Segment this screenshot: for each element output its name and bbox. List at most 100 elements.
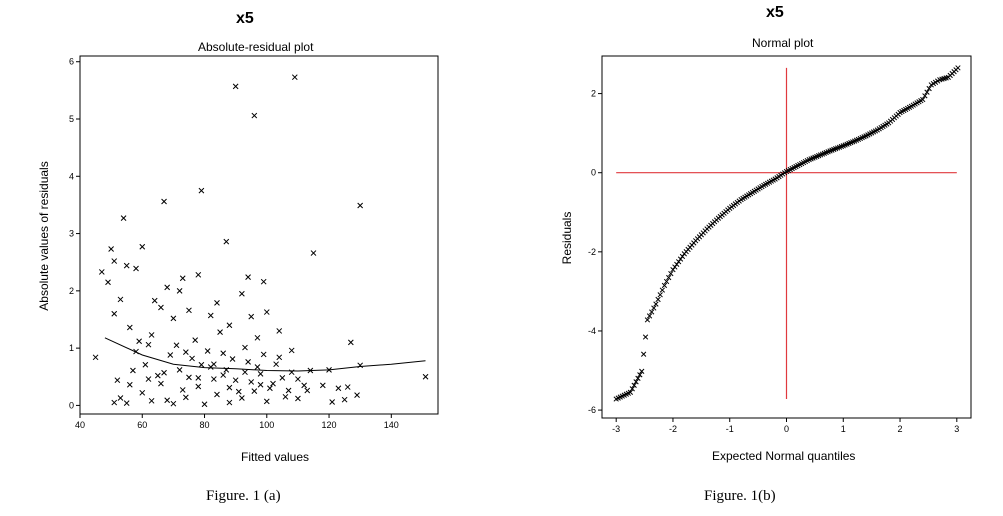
data-point — [653, 301, 659, 307]
data-point — [123, 400, 130, 406]
x-tick-label: -1 — [726, 424, 734, 434]
data-point — [92, 354, 99, 361]
data-point — [651, 305, 657, 311]
data-point — [226, 399, 233, 406]
data-point — [198, 361, 205, 368]
x-tick-label: 120 — [322, 420, 337, 430]
data-point — [229, 356, 236, 362]
x-tick-label: 0 — [784, 424, 789, 434]
data-point — [192, 337, 199, 343]
data-point — [239, 290, 245, 297]
data-point — [635, 375, 641, 381]
data-point — [661, 282, 668, 289]
data-point — [263, 398, 270, 405]
data-point — [179, 387, 186, 393]
normal-plot: -3 -2 -1 0 1 2 3 -6 -4 -2 0 2 — [588, 55, 972, 434]
data-point — [201, 401, 208, 408]
data-point — [245, 274, 251, 280]
absolute-residual-plot: 40 60 80 100 120 140 0 1 2 3 4 5 6 — [69, 55, 439, 430]
data-point — [655, 296, 661, 303]
x-tick-label: 2 — [898, 424, 903, 434]
data-point — [239, 395, 245, 401]
normal-plot-panel: x5 Normal plot Expected Normal quantiles… — [500, 0, 1003, 516]
data-point — [139, 389, 146, 396]
data-point — [637, 372, 643, 378]
data-point — [260, 278, 267, 285]
data-point — [148, 332, 155, 338]
data-point — [649, 309, 655, 315]
data-point — [955, 65, 961, 71]
data-point — [657, 292, 663, 298]
data-point — [672, 264, 678, 270]
data-point — [633, 379, 639, 385]
x-tick-label: 3 — [954, 424, 959, 434]
data-point — [145, 341, 152, 348]
data-point — [666, 274, 672, 281]
data-point — [663, 278, 670, 285]
data-point — [267, 385, 273, 392]
data-point — [226, 384, 233, 391]
y-tick-label: 2 — [69, 286, 74, 296]
data-point — [251, 112, 258, 119]
y-tick-label: 1 — [69, 343, 74, 353]
data-point — [276, 354, 283, 361]
data-point — [242, 369, 248, 376]
plot-title: Absolute-residual plot — [198, 40, 314, 54]
data-point — [207, 312, 214, 319]
data-point — [270, 380, 276, 387]
data-point — [920, 96, 926, 103]
data-point — [251, 388, 258, 394]
data-point — [629, 386, 635, 392]
plot-title: Normal plot — [752, 36, 814, 50]
data-point — [186, 307, 192, 314]
data-point — [242, 344, 248, 351]
data-point — [232, 377, 239, 384]
data-point — [668, 270, 674, 277]
data-point — [679, 253, 686, 260]
y-tick-label: 3 — [69, 229, 74, 239]
data-point — [344, 384, 351, 390]
x-tick-label: 1 — [841, 424, 846, 434]
data-point — [232, 83, 239, 90]
data-point — [354, 392, 360, 398]
data-point — [273, 361, 279, 368]
data-point — [198, 187, 205, 194]
data-point — [235, 388, 242, 395]
data-point — [310, 250, 317, 256]
data-point — [357, 202, 364, 209]
data-point — [214, 300, 220, 306]
y-tick-label: 4 — [69, 171, 74, 181]
data-point — [195, 383, 202, 390]
lowess-trend-line — [104, 337, 426, 372]
data-point — [158, 380, 164, 387]
data-point — [164, 397, 171, 404]
data-point — [123, 262, 130, 269]
figure-caption: Figure. 1 (a) — [206, 488, 281, 504]
data-point — [347, 339, 354, 346]
data-point — [214, 391, 220, 398]
data-point — [627, 389, 634, 395]
data-point — [117, 296, 124, 303]
data-point — [639, 368, 645, 374]
y-tick-label: 0 — [591, 168, 596, 178]
data-point — [111, 310, 118, 317]
data-point — [211, 376, 217, 382]
var-title: x5 — [766, 4, 784, 21]
data-point — [114, 377, 121, 384]
data-point — [260, 351, 267, 358]
data-point — [263, 309, 270, 315]
data-point — [288, 347, 295, 354]
data-point — [117, 395, 124, 401]
x-tick-label: -2 — [669, 424, 677, 434]
data-point — [646, 313, 653, 319]
data-point — [120, 215, 127, 221]
data-point — [148, 397, 155, 404]
data-point — [675, 259, 682, 265]
data-point — [282, 393, 289, 400]
data-point — [226, 322, 233, 329]
data-point — [111, 399, 118, 406]
data-point — [170, 315, 177, 322]
data-point — [674, 261, 680, 268]
data-point — [158, 304, 164, 311]
data-point — [677, 256, 684, 262]
